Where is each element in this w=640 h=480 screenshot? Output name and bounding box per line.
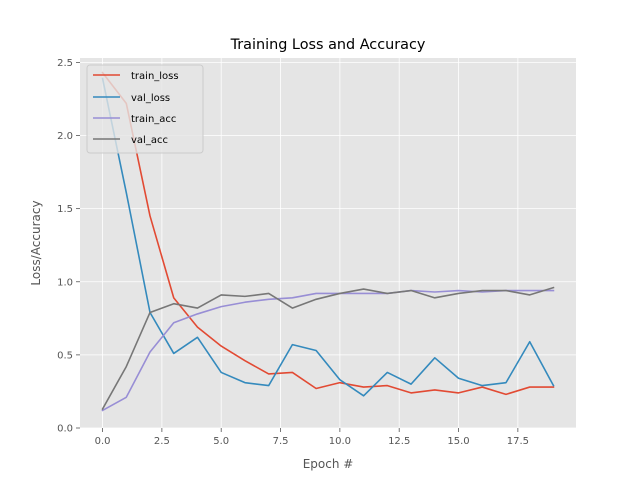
series-line-val-loss — [101, 77, 555, 397]
x-tick-label: 5.0 — [213, 436, 229, 447]
y-tick-label: 2.5 — [57, 58, 73, 69]
x-tick-label: 2.5 — [154, 436, 170, 447]
series-line-val-acc — [101, 286, 555, 411]
y-tick-label: 1.0 — [57, 277, 73, 288]
y-tick-label: 0.0 — [57, 424, 73, 435]
legend-label-train-acc: train_acc — [131, 114, 176, 125]
series-layer — [101, 71, 555, 412]
legend: train_loss val_loss train_acc val_acc — [86, 64, 204, 154]
x-tick-label: 15.0 — [447, 436, 469, 447]
x-axis-label: Epoch # — [303, 457, 354, 471]
y-tick-label: 1.5 — [57, 204, 73, 215]
legend-label-train-loss: train_loss — [131, 71, 179, 82]
legend-label-val-loss: val_loss — [131, 93, 170, 104]
x-tick-label: 12.5 — [388, 436, 410, 447]
x-tick-label: 17.5 — [507, 436, 529, 447]
chart-title: Training Loss and Accuracy — [230, 37, 426, 53]
axis-ticks: 0.0 2.5 5.0 7.5 10.0 12.5 15.0 17.5 0.0 0.5 1.0 1.5… — [57, 58, 529, 447]
y-tick-label: 2.0 — [57, 131, 73, 142]
x-tick-label: 10.0 — [329, 436, 351, 447]
x-tick-label: 7.5 — [273, 436, 289, 447]
series-line-train-loss — [101, 71, 555, 396]
legend-box — [86, 64, 204, 154]
legend-label-val-acc: val_acc — [131, 135, 168, 146]
y-axis-label: Loss/Accuracy — [29, 200, 43, 285]
y-tick-label: 0.5 — [57, 350, 73, 361]
x-tick-label: 0.0 — [95, 436, 111, 447]
